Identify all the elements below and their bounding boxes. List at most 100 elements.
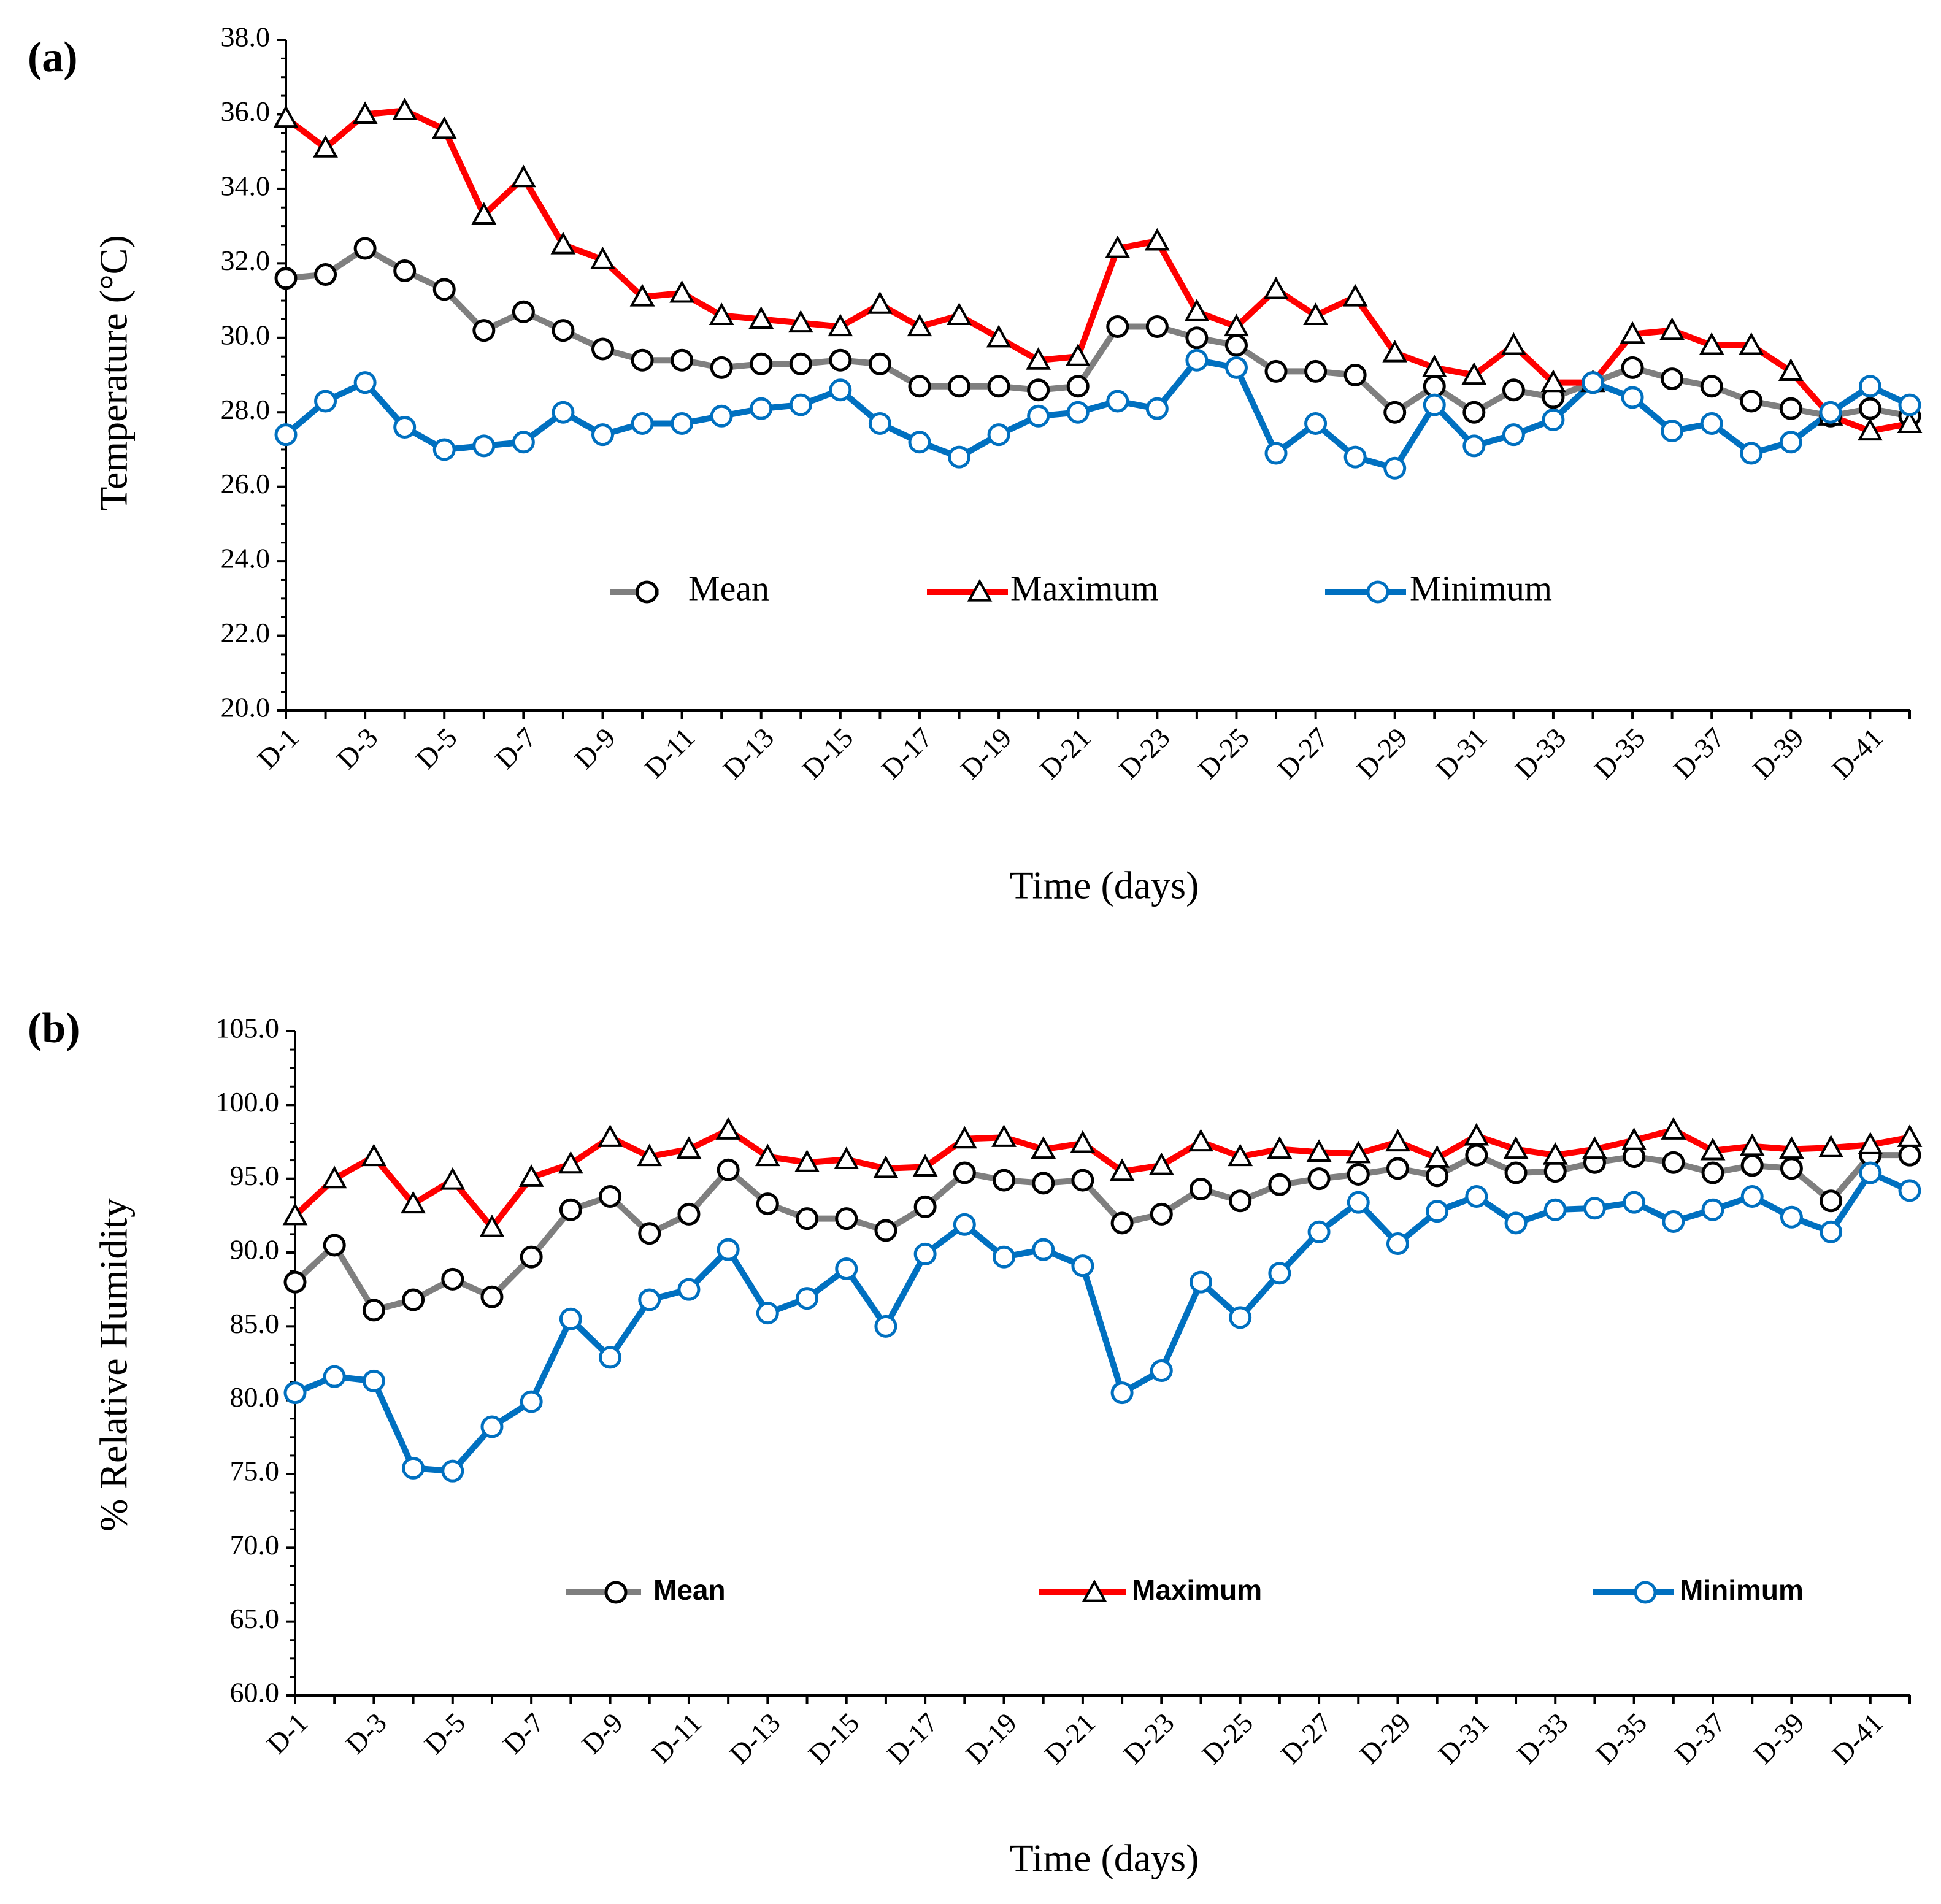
y-axis-title: % Relative Humidity xyxy=(92,1198,136,1532)
data-point xyxy=(835,1257,858,1280)
x-tick-label: D-19 xyxy=(959,1706,1023,1770)
data-point xyxy=(913,1242,937,1265)
data-point xyxy=(1268,1173,1291,1196)
x-tick-label: D-29 xyxy=(1353,1706,1416,1770)
y-tick-label: 36.0 xyxy=(221,96,271,127)
data-point xyxy=(362,1299,385,1322)
data-point xyxy=(1263,276,1289,299)
data-point xyxy=(401,1191,426,1214)
data-point xyxy=(471,202,497,225)
y-tick-label: 80.0 xyxy=(230,1381,280,1413)
data-point xyxy=(273,105,299,128)
data-point xyxy=(1464,1123,1489,1146)
data-point xyxy=(1897,1124,1923,1147)
data-point xyxy=(550,231,576,255)
data-point xyxy=(599,1346,622,1369)
y-tick-label: 90.0 xyxy=(230,1234,280,1265)
data-point xyxy=(402,1456,425,1480)
data-point xyxy=(1382,339,1408,363)
data-point xyxy=(1739,1133,1765,1156)
y-tick-label: 20.0 xyxy=(221,692,271,723)
legend-marker xyxy=(604,1581,628,1604)
data-point xyxy=(908,431,931,454)
data-point xyxy=(598,1124,623,1147)
legend-label: Mean xyxy=(653,1574,726,1606)
data-point xyxy=(868,412,891,435)
data-point xyxy=(559,1198,582,1221)
data-point xyxy=(1421,355,1447,377)
data-point xyxy=(1106,315,1129,339)
data-point xyxy=(1264,442,1288,465)
data-point xyxy=(1898,1179,1921,1202)
data-point xyxy=(1780,1157,1803,1180)
data-point xyxy=(1897,410,1923,434)
x-tick-label: D-11 xyxy=(645,1706,708,1769)
data-point xyxy=(1144,228,1170,251)
data-point xyxy=(1503,1136,1529,1159)
data-point xyxy=(1071,1169,1094,1192)
data-point xyxy=(1150,1202,1173,1226)
data-point xyxy=(1342,283,1368,307)
data-point xyxy=(1383,456,1407,480)
x-tick-label: D-5 xyxy=(410,721,463,775)
data-point xyxy=(796,1287,819,1310)
data-point xyxy=(1662,1210,1685,1233)
data-point xyxy=(671,348,694,372)
data-point xyxy=(1898,1143,1921,1167)
x-tick-label: D-23 xyxy=(1113,721,1176,785)
data-point xyxy=(1026,347,1051,370)
data-point xyxy=(1504,1161,1528,1184)
x-tick-label: D-15 xyxy=(796,721,859,785)
data-point xyxy=(1501,332,1526,355)
data-point xyxy=(1661,367,1684,391)
data-point xyxy=(1582,371,1605,394)
data-point xyxy=(1780,1205,1803,1229)
x-tick-label: D-7 xyxy=(489,721,542,775)
x-tick-label: D-13 xyxy=(723,1706,786,1770)
data-point xyxy=(709,302,734,325)
data-point xyxy=(1542,408,1565,431)
data-point xyxy=(1858,397,1881,420)
data-point xyxy=(987,375,1010,398)
data-point xyxy=(1031,1136,1056,1159)
data-point xyxy=(1426,1164,1449,1188)
data-point xyxy=(393,259,417,282)
data-point xyxy=(710,404,733,428)
data-point xyxy=(631,348,654,372)
x-tick-label: D-13 xyxy=(717,721,780,785)
data-point xyxy=(715,1117,741,1140)
y-tick-label: 65.0 xyxy=(230,1603,280,1634)
x-tick-label: D-3 xyxy=(339,1706,393,1760)
legend-label: Minimum xyxy=(1680,1574,1804,1606)
y-tick-label: 28.0 xyxy=(221,394,271,425)
data-point xyxy=(1148,1152,1174,1175)
data-point xyxy=(1109,1158,1135,1181)
data-point xyxy=(1818,1135,1844,1157)
data-point xyxy=(1106,390,1129,413)
x-tick-label: D-17 xyxy=(881,1706,944,1770)
data-point xyxy=(1110,1211,1134,1235)
data-point xyxy=(1304,359,1328,383)
x-tick-label: D-5 xyxy=(418,1706,472,1760)
data-point xyxy=(590,247,615,269)
data-point xyxy=(948,445,971,469)
x-tick-label: D-25 xyxy=(1196,1706,1259,1770)
data-point xyxy=(520,1390,543,1413)
x-tick-label: D-27 xyxy=(1271,721,1334,785)
data-point xyxy=(1739,332,1764,355)
data-point xyxy=(1462,401,1486,424)
data-point xyxy=(1661,1117,1686,1140)
data-point xyxy=(953,1213,976,1236)
data-point xyxy=(1307,1167,1331,1191)
x-tick-label: D-9 xyxy=(568,721,621,775)
y-tick-label: 34.0 xyxy=(221,170,271,201)
legend-label: Maximum xyxy=(1132,1574,1262,1606)
data-point xyxy=(717,1158,740,1181)
legend-label: Maximum xyxy=(1010,568,1159,608)
data-point xyxy=(874,1219,897,1242)
data-point xyxy=(274,267,298,290)
x-tick-label: D-21 xyxy=(1034,721,1097,785)
data-point xyxy=(518,1164,544,1187)
data-point xyxy=(1779,1136,1804,1159)
